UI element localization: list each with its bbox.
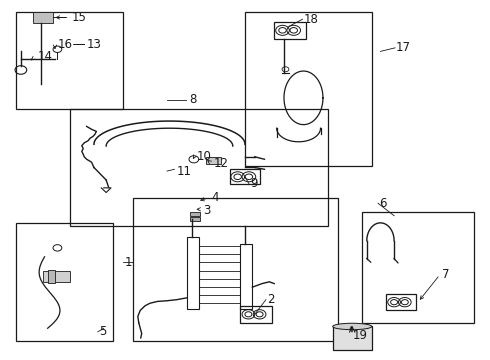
- Text: 8: 8: [189, 93, 196, 106]
- Bar: [230, 169, 260, 184]
- Bar: [386, 294, 416, 310]
- Bar: [133, 198, 338, 341]
- Bar: [274, 22, 306, 39]
- Text: 10: 10: [196, 150, 211, 163]
- Text: 17: 17: [396, 41, 411, 54]
- Ellipse shape: [333, 323, 372, 330]
- Bar: [191, 212, 200, 216]
- Text: 11: 11: [177, 165, 192, 177]
- Bar: [16, 12, 123, 109]
- Text: 14: 14: [38, 50, 53, 63]
- Text: 19: 19: [352, 329, 367, 342]
- Bar: [187, 237, 199, 309]
- Text: 9: 9: [250, 177, 257, 190]
- Text: 7: 7: [442, 268, 450, 281]
- Bar: [16, 223, 114, 341]
- Text: 15: 15: [72, 11, 87, 24]
- Text: 5: 5: [99, 325, 106, 338]
- Bar: [240, 244, 252, 309]
- Bar: [43, 271, 70, 282]
- Text: 12: 12: [213, 157, 228, 170]
- Bar: [240, 306, 272, 323]
- Bar: [48, 270, 55, 283]
- Text: 16: 16: [57, 38, 73, 51]
- Bar: [206, 157, 220, 164]
- Bar: [333, 327, 372, 350]
- Text: 6: 6: [379, 197, 387, 210]
- Text: 1: 1: [124, 256, 132, 269]
- Text: 18: 18: [303, 13, 318, 26]
- Bar: [33, 12, 52, 23]
- Bar: [245, 12, 372, 166]
- Text: 3: 3: [203, 204, 211, 217]
- Bar: [362, 212, 474, 323]
- Text: 2: 2: [267, 293, 274, 306]
- Bar: [70, 109, 328, 226]
- Bar: [191, 217, 200, 221]
- Text: 4: 4: [211, 192, 219, 204]
- Text: 13: 13: [87, 38, 101, 51]
